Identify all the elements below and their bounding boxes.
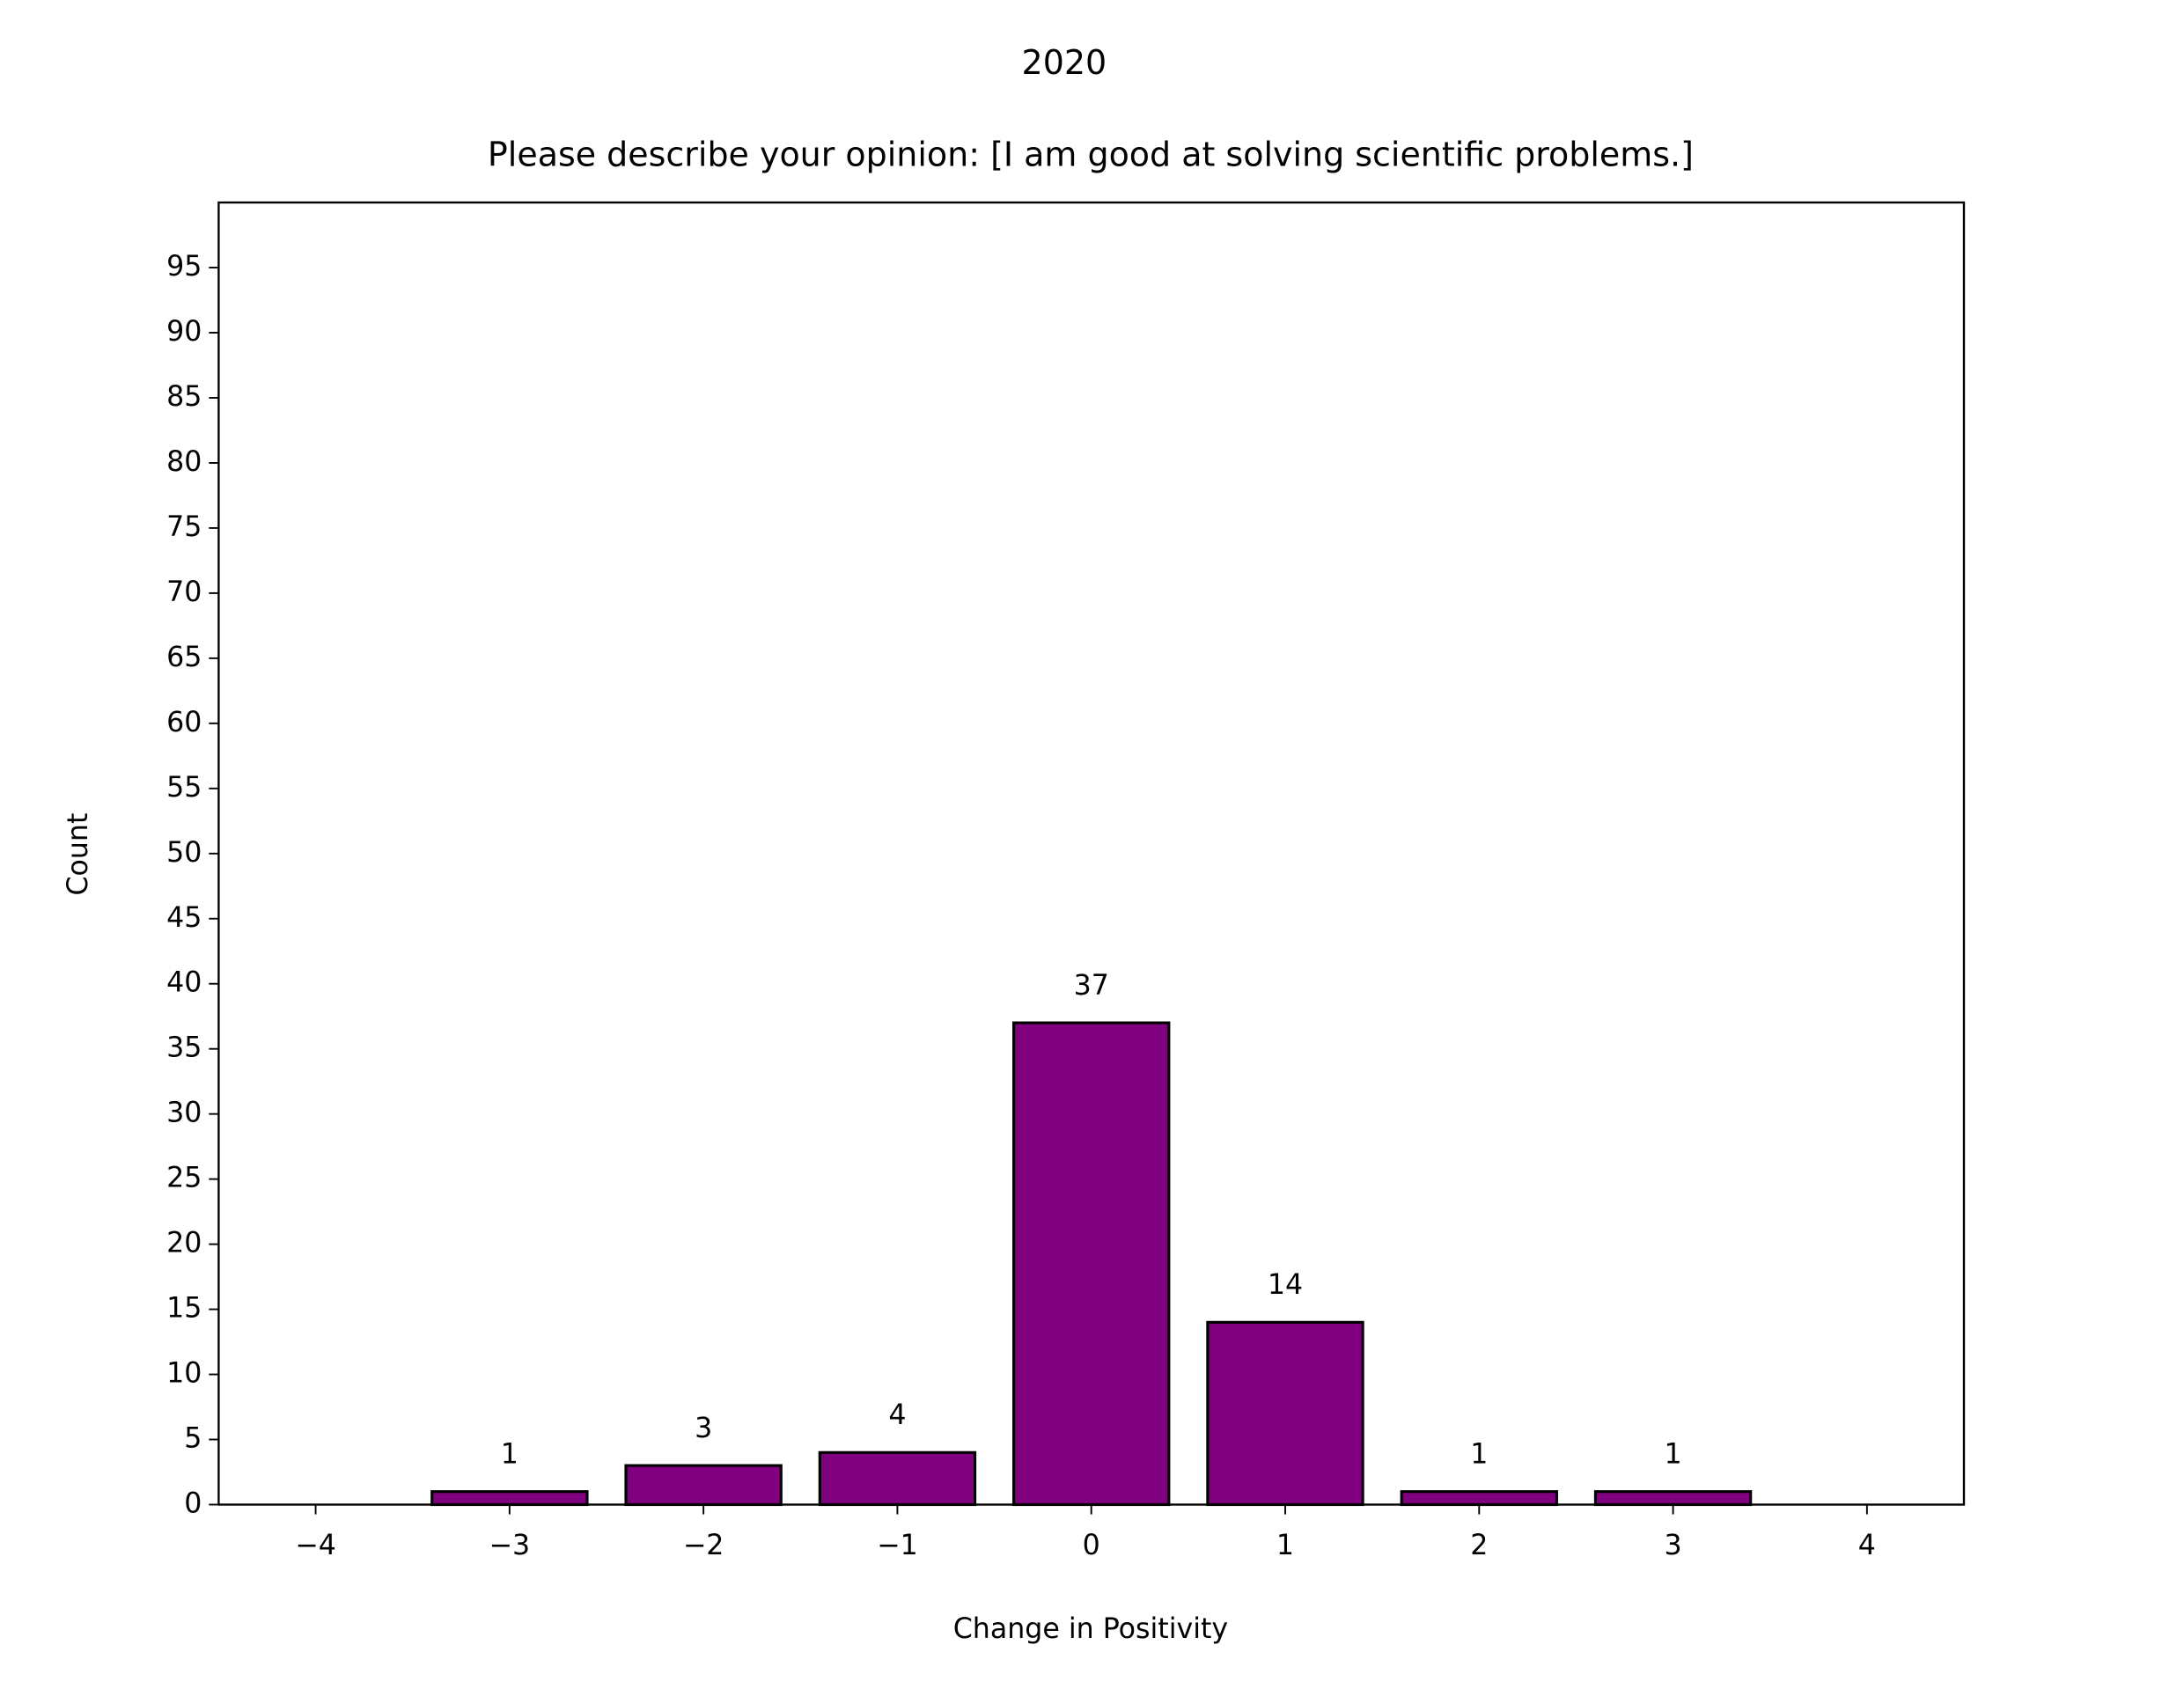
y-tick-label: 10 bbox=[166, 1358, 202, 1390]
x-tick-label: −2 bbox=[683, 1530, 724, 1561]
bar bbox=[1012, 1021, 1171, 1507]
y-tick-label: 0 bbox=[184, 1487, 202, 1519]
x-axis-label: Change in Positivity bbox=[953, 1613, 1228, 1645]
y-tick-label: 55 bbox=[166, 772, 202, 804]
bar bbox=[1593, 1490, 1753, 1507]
x-tick-label: −3 bbox=[489, 1530, 531, 1561]
y-tick-label: 85 bbox=[166, 381, 202, 413]
x-tick-label: 4 bbox=[1858, 1530, 1876, 1561]
plot-frame bbox=[217, 201, 1966, 1506]
y-axis-label: Count bbox=[63, 813, 94, 896]
value-label: 1 bbox=[1665, 1439, 1682, 1471]
y-tick-label: 70 bbox=[166, 576, 202, 608]
x-tick-label: 2 bbox=[1470, 1530, 1488, 1561]
y-tick-label: 40 bbox=[166, 967, 202, 999]
value-label: 4 bbox=[888, 1399, 906, 1431]
bar bbox=[1206, 1320, 1364, 1507]
y-tick-label: 95 bbox=[166, 251, 202, 283]
value-label: 37 bbox=[1074, 970, 1109, 1002]
y-tick-label: 5 bbox=[184, 1423, 202, 1455]
x-tick-label: 3 bbox=[1665, 1530, 1682, 1561]
chart-suptitle: 2020 bbox=[1022, 43, 1107, 82]
y-tick-label: 45 bbox=[166, 902, 202, 934]
value-label: 14 bbox=[1268, 1269, 1303, 1301]
y-tick-label: 60 bbox=[166, 707, 202, 738]
x-tick-label: 0 bbox=[1083, 1530, 1100, 1561]
value-label: 3 bbox=[695, 1413, 712, 1444]
y-tick-label: 75 bbox=[166, 511, 202, 543]
bar bbox=[624, 1464, 783, 1507]
y-tick-label: 15 bbox=[166, 1293, 202, 1325]
chart-title: Please describe your opinion: [I am good… bbox=[488, 135, 1694, 173]
x-tick-label: −4 bbox=[295, 1530, 336, 1561]
x-tick-label: 1 bbox=[1276, 1530, 1294, 1561]
bar bbox=[818, 1450, 977, 1507]
y-tick-label: 80 bbox=[166, 446, 202, 478]
y-tick-label: 90 bbox=[166, 316, 202, 348]
y-tick-label: 20 bbox=[166, 1228, 202, 1259]
y-tick-label: 25 bbox=[166, 1163, 202, 1194]
value-label: 1 bbox=[501, 1439, 518, 1471]
x-tick-label: −1 bbox=[877, 1530, 918, 1561]
y-tick-label: 50 bbox=[166, 837, 202, 869]
value-label: 1 bbox=[1470, 1439, 1488, 1471]
bar bbox=[430, 1490, 589, 1507]
y-tick-label: 35 bbox=[166, 1032, 202, 1064]
y-tick-label: 65 bbox=[166, 642, 202, 673]
bar bbox=[1400, 1490, 1558, 1507]
y-tick-label: 30 bbox=[166, 1098, 202, 1129]
